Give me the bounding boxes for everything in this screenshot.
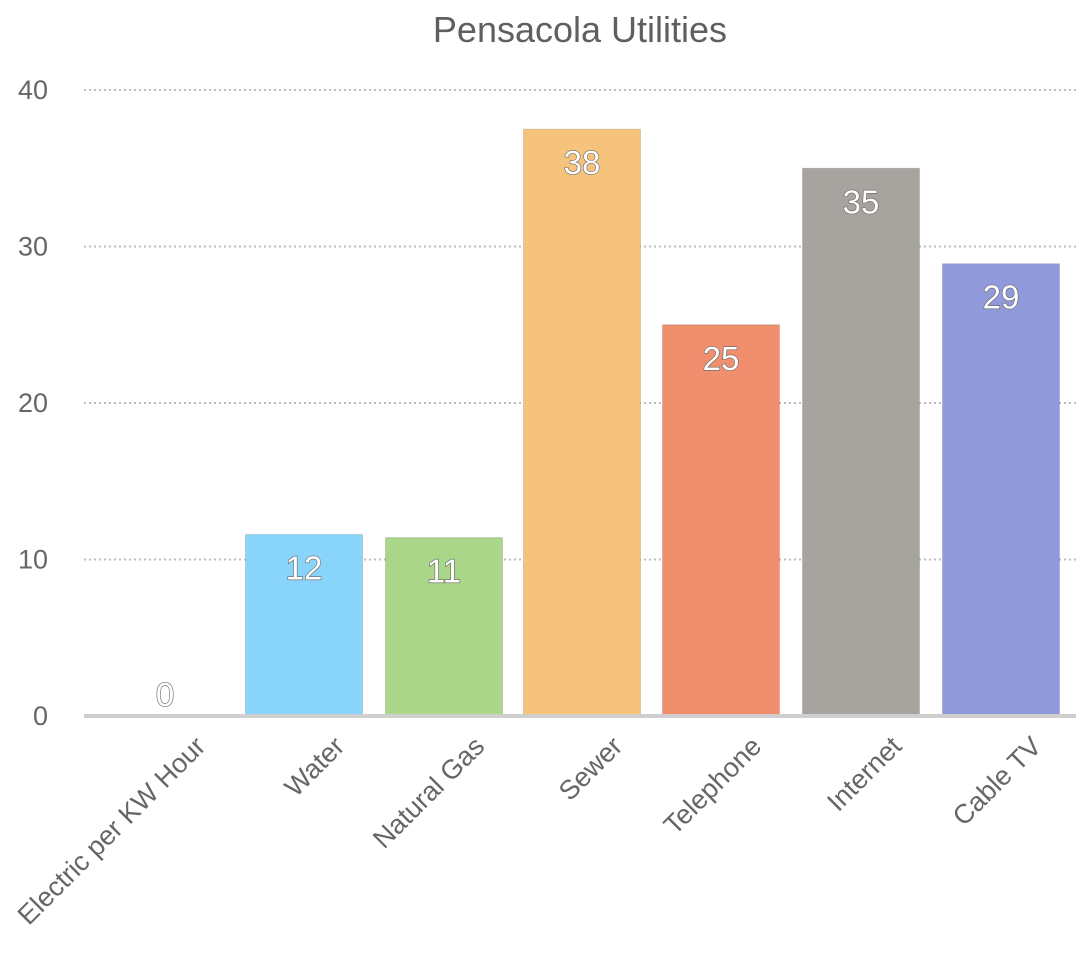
x-tick-label: Sewer — [553, 731, 628, 806]
y-axis-ticks: 0 10 20 30 40 — [18, 75, 48, 731]
data-label: 12 — [286, 549, 323, 586]
data-labels: 0 12 11 38 25 35 29 — [155, 144, 1020, 714]
x-tick-label: Electric per KW Hour — [12, 731, 211, 930]
data-label: 0 — [156, 676, 174, 713]
chart-title: Pensacola Utilities — [433, 9, 727, 50]
bar — [942, 263, 1060, 717]
data-label: 38 — [564, 144, 601, 181]
data-label: 11 — [427, 553, 461, 590]
y-tick-label: 30 — [18, 232, 48, 262]
bar — [662, 324, 780, 717]
bar — [245, 533, 363, 717]
x-axis-labels: Electric per KW Hour Water Natural Gas Sewe… — [12, 731, 1047, 931]
x-tick-label: Water — [279, 731, 350, 802]
y-tick-label: 20 — [18, 388, 48, 418]
y-tick-label: 10 — [18, 545, 48, 575]
data-label: 35 — [843, 183, 880, 220]
y-tick-label: 40 — [18, 75, 48, 105]
data-label: 25 — [703, 340, 740, 377]
x-tick-label: Telephone — [658, 731, 767, 840]
x-tick-label: Cable TV — [947, 731, 1047, 831]
x-tick-label: Internet — [821, 731, 907, 817]
y-tick-label: 0 — [33, 701, 48, 731]
data-label: 29 — [983, 279, 1020, 316]
bar — [802, 167, 920, 717]
bar — [523, 128, 641, 717]
bars — [245, 128, 1060, 717]
x-tick-label: Natural Gas — [367, 731, 490, 854]
